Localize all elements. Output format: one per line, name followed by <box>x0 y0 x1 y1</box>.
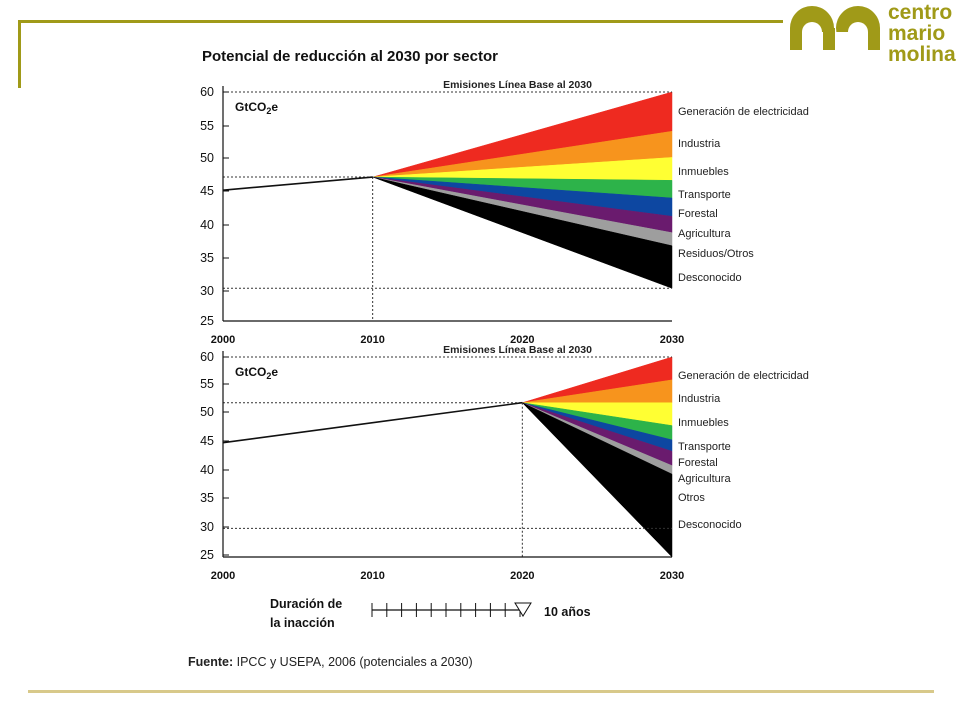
unit-label: GtCO2e <box>235 100 278 116</box>
x-tick-label: 2010 <box>360 334 384 346</box>
logo-word: molina <box>888 43 956 66</box>
sector-label: Inmuebles <box>678 166 729 178</box>
y-tick-label: 40 <box>200 463 214 477</box>
y-tick-label: 35 <box>200 251 214 265</box>
source-text: IPCC y USEPA, 2006 (potenciales a 2030) <box>233 655 473 669</box>
y-tick-label: 25 <box>200 314 214 328</box>
y-tick-label: 60 <box>200 350 214 364</box>
x-tick-label: 2030 <box>660 334 684 346</box>
sector-label: Agricultura <box>678 473 731 485</box>
y-tick-label: 30 <box>200 284 214 298</box>
unit-label: GtCO2e <box>235 365 278 381</box>
source-note: Fuente: IPCC y USEPA, 2006 (potenciales … <box>188 655 473 669</box>
y-tick-label: 45 <box>200 434 214 448</box>
y-tick-label: 40 <box>200 218 214 232</box>
x-tick-label: 2020 <box>510 334 534 346</box>
sector-label: Desconocido <box>678 519 742 531</box>
x-tick-label: 2010 <box>360 570 384 582</box>
inaction-marker-icon <box>514 602 532 617</box>
sector-label: Transporte <box>678 189 731 201</box>
sector-label: Transporte <box>678 441 731 453</box>
sector-label: Forestal <box>678 208 718 220</box>
history-line <box>222 401 523 444</box>
x-tick-label: 2000 <box>211 570 235 582</box>
source-prefix: Fuente: <box>188 655 234 669</box>
y-tick-label: 50 <box>200 151 214 165</box>
sector-label: Otros <box>678 492 705 504</box>
y-tick-label: 35 <box>200 491 214 505</box>
y-tick-label: 60 <box>200 85 214 99</box>
sector-label: Forestal <box>678 457 718 469</box>
sector-label: Generación de electricidad <box>678 370 809 382</box>
baseline-label: Emisiones Línea Base al 2030 <box>443 79 592 91</box>
x-tick-label: 2020 <box>510 570 534 582</box>
history-line <box>222 176 373 191</box>
y-tick-label: 25 <box>200 548 214 562</box>
sector-label: Inmuebles <box>678 417 729 429</box>
inaction-label: Duración de <box>270 597 342 611</box>
inaction-label: la inacción <box>270 616 335 630</box>
inaction-value: 10 años <box>544 605 591 619</box>
x-tick-label: 2030 <box>660 570 684 582</box>
y-tick-label: 50 <box>200 405 214 419</box>
inaction-indicator: Duración de la inacción 10 años <box>270 597 591 630</box>
logo-wordmark: centro mario molina <box>888 2 956 65</box>
x-tick-label: 2000 <box>211 334 235 346</box>
logo-word: mario <box>888 22 946 45</box>
y-tick-label: 45 <box>200 184 214 198</box>
y-tick-label: 30 <box>200 520 214 534</box>
sector-wedge <box>372 176 673 289</box>
y-tick-label: 55 <box>200 377 214 391</box>
sector-label: Residuos/Otros <box>678 248 754 260</box>
sector-wedge <box>522 402 673 558</box>
baseline-label: Emisiones Línea Base al 2030 <box>443 344 592 356</box>
logo-mark <box>790 6 880 58</box>
sector-label: Generación de electricidad <box>678 106 809 118</box>
sector-label: Industria <box>678 138 721 150</box>
sector-label: Industria <box>678 393 721 405</box>
slide-title: Potencial de reducción al 2030 por secto… <box>202 48 498 65</box>
sector-label: Desconocido <box>678 272 742 284</box>
logo-word: centro <box>888 1 953 24</box>
y-tick-label: 55 <box>200 119 214 133</box>
chart-panel-1: Emisiones Línea Base al 2030 60 55 50 45 40 35… <box>200 77 809 346</box>
sector-label: Agricultura <box>678 228 731 240</box>
chart-panel-2: Emisiones Línea Base al 2030 60 55 50 45 40 35… <box>200 342 809 582</box>
